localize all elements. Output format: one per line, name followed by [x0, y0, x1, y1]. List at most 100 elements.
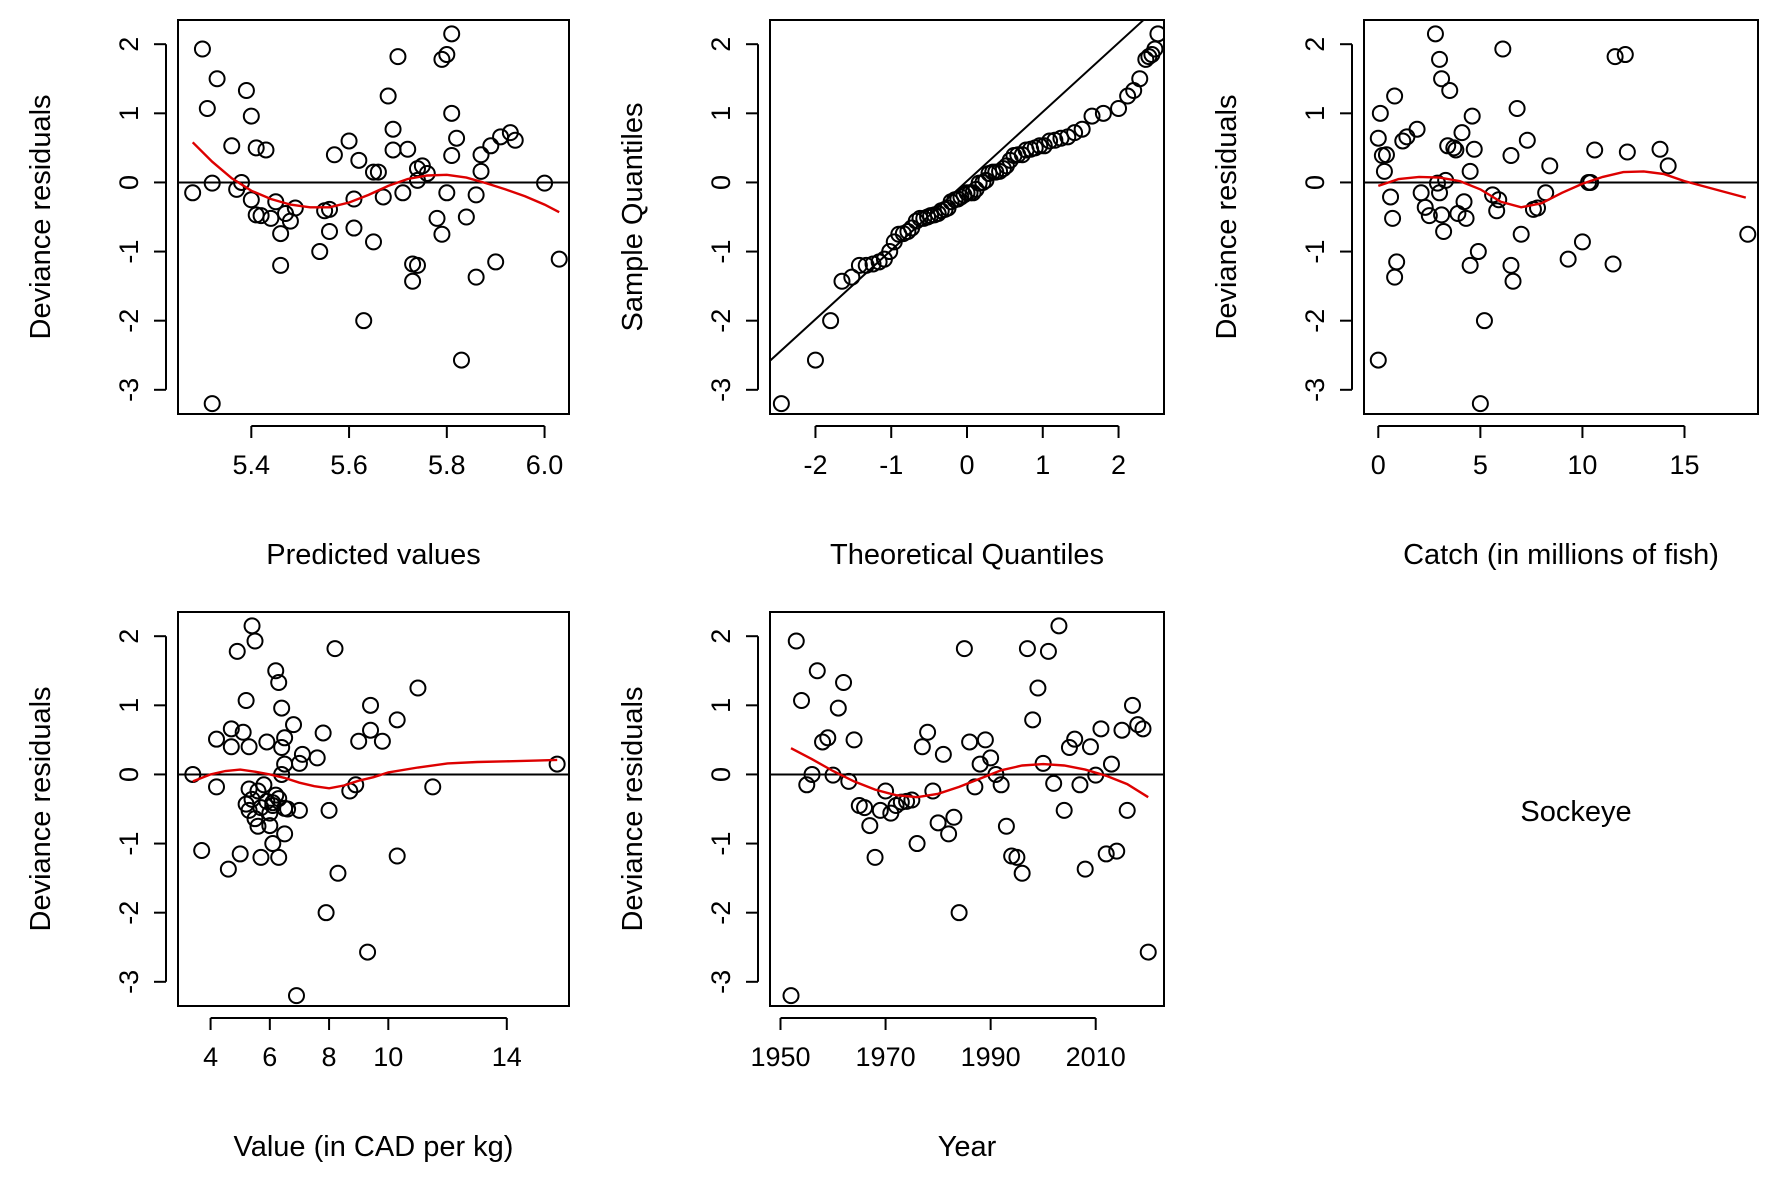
data-point — [1445, 139, 1463, 157]
data-point — [1073, 120, 1091, 138]
data-point — [472, 146, 490, 164]
x-tick-label: -1 — [879, 450, 903, 480]
data-point — [198, 99, 216, 117]
data-point — [1475, 312, 1493, 330]
data-point — [1441, 82, 1459, 100]
x-tick-label: 8 — [322, 1042, 337, 1072]
data-point — [1066, 124, 1084, 142]
data-point — [311, 243, 329, 261]
data-point — [290, 801, 308, 819]
data-point — [982, 749, 1000, 767]
data-point — [252, 207, 270, 225]
data-point — [467, 268, 485, 286]
x-tick-label: 10 — [373, 1042, 403, 1072]
data-point — [1408, 120, 1426, 138]
data-point — [389, 48, 407, 66]
data-point — [1386, 268, 1404, 286]
x-tick-label: 1 — [1035, 450, 1050, 480]
data-point — [1433, 206, 1451, 224]
data-point — [1604, 255, 1622, 273]
data-point — [273, 738, 291, 756]
data-point — [1453, 124, 1471, 142]
data-point — [1029, 679, 1047, 697]
plot-frame — [177, 19, 570, 415]
data-point — [1494, 40, 1512, 58]
data-point — [1420, 207, 1438, 225]
data-point — [819, 729, 837, 747]
smooth-curve — [790, 747, 1149, 799]
data-point — [472, 162, 490, 180]
data-point — [433, 225, 451, 243]
data-point — [443, 25, 461, 43]
data-point — [287, 987, 305, 1005]
data-point — [1433, 70, 1451, 88]
data-point — [193, 40, 211, 58]
data-point — [228, 642, 246, 660]
x-tick-label: 14 — [492, 1042, 522, 1072]
plot-frame — [177, 611, 570, 1007]
y-tick-label: 0 — [114, 767, 144, 782]
data-point — [845, 731, 863, 749]
data-point — [246, 632, 264, 650]
y-tick-label: 0 — [114, 175, 144, 190]
data-point — [793, 691, 811, 709]
data-point — [242, 107, 260, 125]
data-point — [362, 721, 380, 739]
data-point — [264, 835, 282, 853]
data-point — [1139, 943, 1157, 961]
data-point — [276, 729, 294, 747]
y-tick-label: -1 — [706, 832, 736, 856]
plot-area — [770, 617, 1164, 1005]
data-point — [1508, 99, 1526, 117]
x-axis-title: Theoretical Quantiles — [830, 539, 1104, 571]
data-point — [219, 860, 237, 878]
data-point — [1559, 250, 1577, 268]
data-point — [835, 674, 853, 692]
data-point — [243, 617, 261, 635]
data-point — [1031, 137, 1049, 155]
data-point — [1461, 256, 1479, 274]
data-point — [1412, 184, 1430, 202]
data-point — [1504, 272, 1522, 290]
data-point — [399, 140, 417, 158]
data-point — [1428, 174, 1446, 192]
data-point — [388, 847, 406, 865]
data-point — [203, 395, 221, 413]
data-point — [242, 191, 260, 209]
y-tick-label: 2 — [706, 37, 736, 52]
data-point — [1431, 50, 1449, 68]
data-point — [871, 801, 889, 819]
smooth-curve — [191, 141, 560, 214]
data-point — [261, 804, 279, 822]
data-point — [249, 782, 267, 800]
plot-area — [1364, 25, 1758, 413]
data-point — [1119, 87, 1137, 105]
data-point — [247, 139, 265, 157]
data-point — [355, 312, 373, 330]
data-point — [536, 174, 554, 192]
data-point — [1471, 395, 1489, 413]
data-point — [1651, 140, 1669, 158]
data-point — [1465, 140, 1483, 158]
data-point — [267, 786, 285, 804]
y-tick-label: -2 — [706, 901, 736, 925]
data-point — [1092, 720, 1110, 738]
data-point — [1076, 860, 1094, 878]
data-point — [365, 233, 382, 251]
data-point — [321, 223, 339, 241]
data-point — [1094, 104, 1112, 122]
data-point — [340, 132, 358, 150]
smooth-curve — [192, 758, 558, 790]
data-point — [1398, 128, 1416, 146]
data-point — [506, 131, 524, 149]
data-point — [548, 755, 566, 773]
data-point — [329, 864, 347, 882]
data-point — [184, 765, 202, 783]
data-point — [1457, 209, 1475, 227]
x-axis-title: Catch (in millions of fish) — [1403, 539, 1719, 571]
y-axis-title: Deviance residuals — [617, 686, 649, 931]
data-point — [1018, 640, 1036, 658]
data-point — [314, 724, 332, 742]
data-point — [234, 723, 252, 741]
